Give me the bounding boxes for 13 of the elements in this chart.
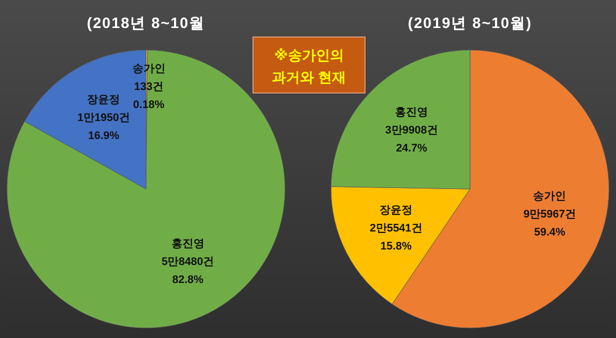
data-label: 5만8480건 82.8%: [162, 256, 214, 286]
slice-label: 장윤정: [380, 204, 413, 216]
slice-label: 송가인: [533, 190, 566, 202]
slice-label: 홍진영: [171, 238, 204, 250]
slice-label: 홍진영: [395, 106, 428, 119]
data-label: 3만9908건 24.7%: [385, 124, 438, 155]
data-label: 1만1950건 16.9%: [77, 112, 130, 142]
slice-label: 장윤정: [87, 94, 120, 106]
text: ※송가인의 과거와 현재: [272, 47, 346, 85]
data-label: 2만5541건 15.8%: [370, 222, 422, 252]
data-label: 9만5967건 59.4%: [523, 208, 576, 238]
chart-title: (2018년 8~10월: [86, 15, 206, 32]
chart-title: (2019년 8~10월): [408, 15, 532, 32]
